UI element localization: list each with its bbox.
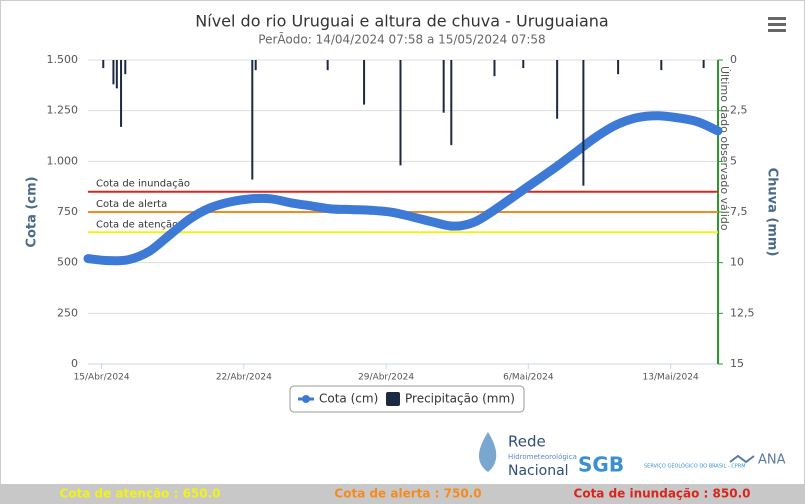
x-tick-label: 22/Abr/2024 [216,373,272,383]
x-tick-label: 6/Mai/2024 [503,373,554,383]
y-tick-label: 1.250 [47,104,79,117]
chart-subtitle: PerÃodo: 14/04/2024 07:58 a 15/05/2024 0… [258,32,545,47]
annotation: Último dado observado válido [718,66,731,231]
y2-tick-label: 0 [730,53,737,66]
legend-symbol [386,392,400,406]
threshold-label: Cota de alerta [96,199,167,210]
precip-bar [254,60,257,71]
footer-label: Cota de alerta : 750.0 [334,487,481,501]
precip-bar [582,60,585,186]
legend-box [289,385,525,413]
chart-title: Nível do rio Uruguai e altura de chuva -… [195,12,608,31]
rede-logo-drop [478,432,497,472]
legend-label: Cota (cm) [319,392,378,406]
precip-bar [702,60,705,69]
logos: Rede Hidrometeorológica Nacional SGB SER… [478,432,786,479]
y-tick-label: 500 [57,256,78,269]
logo-text: Nacional [508,463,569,479]
cota-line [83,111,723,266]
y-tick-label: 0 [71,357,78,370]
logo-text: SGB [578,453,624,477]
logo-text: SERVIÇO GEOLÓGICO DO BRASIL - CPRM [644,463,746,470]
y2-tick-label: 15 [730,357,744,370]
x-tick-label: 13/Mai/2024 [643,373,699,383]
y-tick-label: 1.500 [47,53,79,66]
threshold-label: Cota de inundação [96,179,190,190]
precip-bar [450,60,453,146]
precip-bar [399,60,402,166]
footer-bar [0,484,805,504]
menu-bar [768,29,786,32]
precip-bar [326,60,329,71]
logo-text: ANA [758,453,786,468]
x-tick-label: 15/Abr/2024 [74,373,130,383]
footer-label: Cota de atenção : 650.0 [59,487,220,501]
precip-bar [442,60,445,113]
precip-bar [660,60,663,71]
x-tick-label: 29/Abr/2024 [358,373,414,383]
y-tick-label: 250 [57,306,78,319]
menu-bar [768,23,786,26]
y2-tick-label: 12,5 [730,306,755,319]
footer-label: Cota de inundação : 850.0 [574,487,751,501]
precip-bar [363,60,366,105]
legend[interactable]: Cota (cm) Precipitação (mm) [289,385,525,413]
precip-bar [112,60,115,85]
y2-tick-label: 2,5 [730,104,748,117]
logo-text: Hidrometeorológica [508,453,577,461]
y-tick-label: 750 [57,205,78,218]
y2-tick-label: 7,5 [730,205,748,218]
y-axis-title: Cota (cm) [25,176,40,247]
precip-bar [120,60,123,127]
y-tick-label: 1.000 [47,154,79,167]
menu-bar [768,17,786,20]
ana-logo-wave [729,454,755,464]
y2-tick-label: 10 [730,256,744,269]
logo-text: Rede [508,433,546,451]
precip-bar [522,60,525,69]
legend-label: Precipitação (mm) [405,392,515,406]
precip-bar [617,60,620,75]
precip-bar [124,60,127,75]
precip-bar [115,60,118,89]
y2-axis-title: Chuva (mm) [765,168,780,257]
precip-bar [102,60,105,69]
y2-tick-label: 5 [730,154,737,167]
precip-bar [556,60,559,119]
precip-bar [251,60,254,180]
menu-icon[interactable] [768,17,786,32]
precip-bar [493,60,496,77]
threshold-label: Cota de atenção [96,219,178,230]
legend-symbol [302,395,310,403]
